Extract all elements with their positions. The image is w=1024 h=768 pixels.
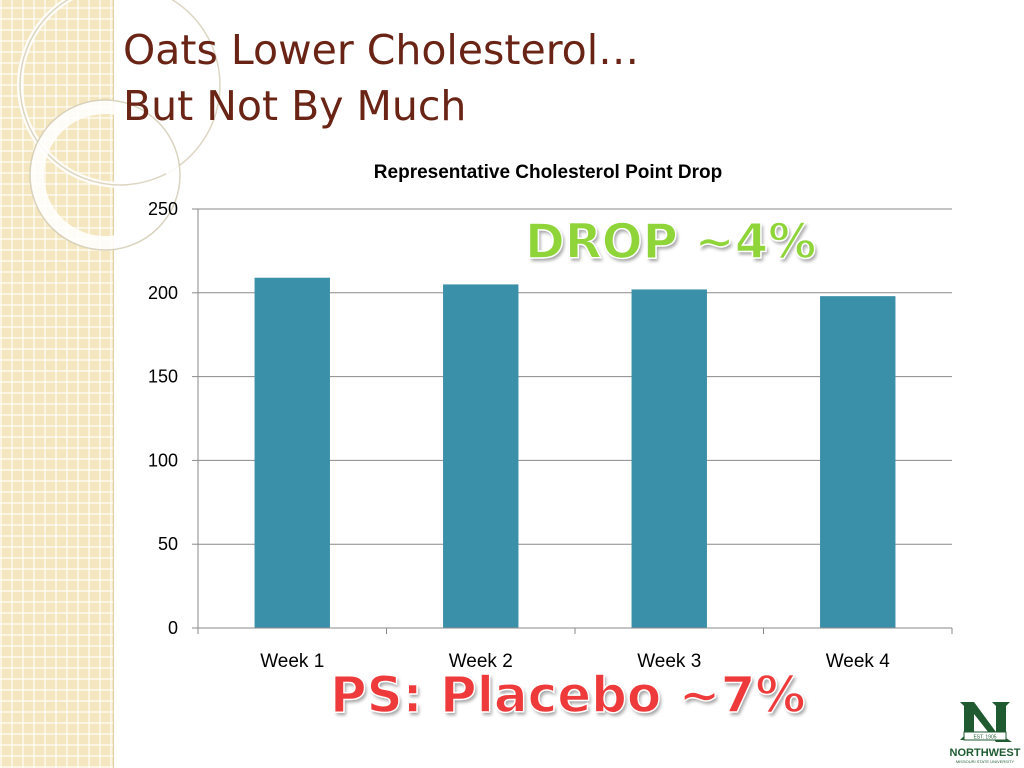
bar-week-2 [443,284,519,628]
bar-week-1 [254,277,330,628]
logo-est-text: EST. 1905 [973,735,996,741]
x-tick-label: Week 2 [449,651,513,672]
y-tick-label: 100 [148,450,178,470]
slide-title: Oats Lower Cholesterol… But Not By Much [123,22,639,134]
x-tick-label: Week 1 [260,651,324,672]
title-line-2: But Not By Much [123,82,467,130]
chart-title: Representative Cholesterol Point Drop [374,162,722,183]
logo-est-band [963,731,1007,741]
y-tick-label: 50 [158,534,178,554]
y-tick-label: 200 [148,283,178,303]
bar-week-3 [631,289,707,628]
title-line-1: Oats Lower Cholesterol… [123,26,640,74]
y-tick-label: 0 [168,618,178,638]
bars [254,277,896,628]
logo-name: NORTHWEST [950,747,1021,759]
y-axis-ticks: 0 50 100 150 200 250 [148,199,199,638]
logo-subtitle: MISSOURI STATE UNIVERSITY [956,759,1015,764]
decorative-rings [17,0,223,251]
x-tick-label: Week 3 [637,651,701,672]
y-tick-label: 250 [148,199,178,219]
y-tick-label: 150 [148,367,178,387]
x-axis: Week 1 Week 2 Week 3 Week 4 [197,627,953,672]
northwest-logo: EST. 1905 NORTHWEST MISSOURI STATE UNIVE… [950,702,1021,764]
bar-week-4 [820,296,896,628]
drop-callout: DROP ~4% [524,213,817,271]
placebo-callout: PS: Placebo ~7% [329,665,806,725]
bar-chart: Representative Cholesterol Point Drop 0 5… [148,162,953,672]
side-panel [0,0,223,768]
x-tick-label: Week 4 [826,651,891,672]
